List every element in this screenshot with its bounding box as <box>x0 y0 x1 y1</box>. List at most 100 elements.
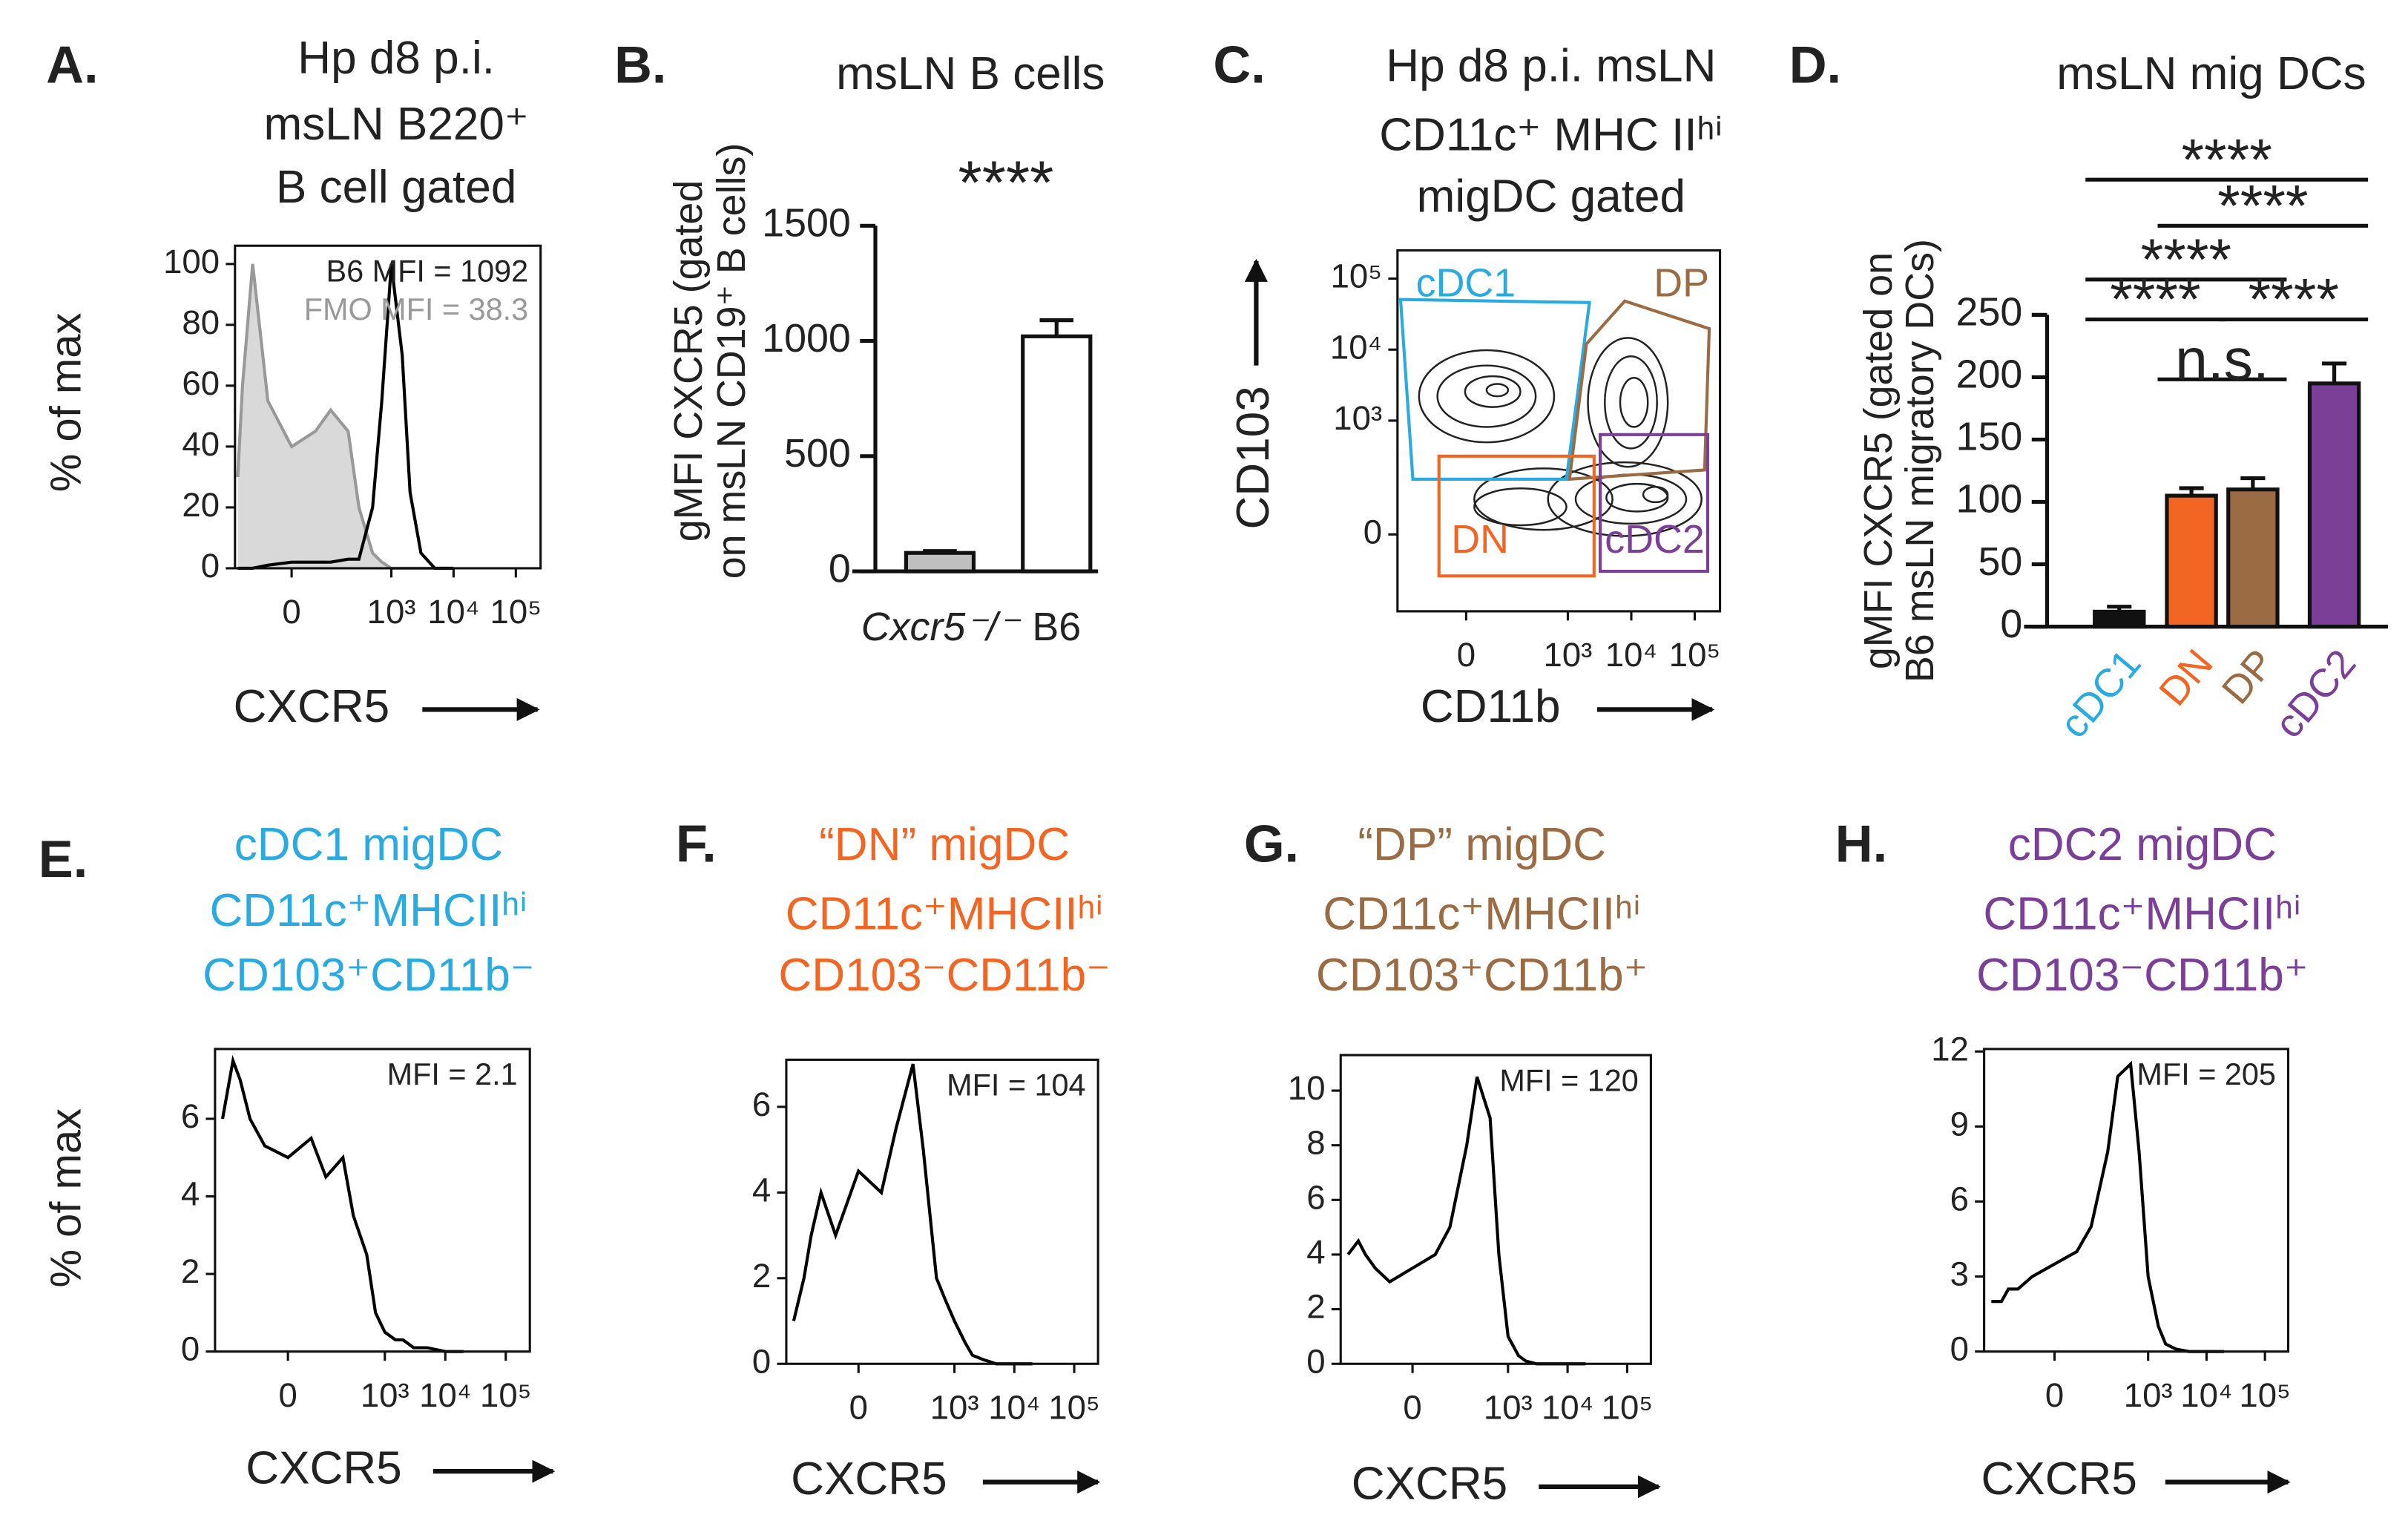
significance: **** <box>958 148 1054 217</box>
plot-frame <box>785 1058 1099 1365</box>
y-tick-label: 4 <box>1306 1233 1325 1271</box>
x-axis-label: CXCR5 <box>1981 1453 2136 1505</box>
y-tick-label: 40 <box>182 425 220 463</box>
mfi-annotation: MFI = 2.1 <box>387 1057 518 1091</box>
y-tick-label: 9 <box>1950 1105 1969 1143</box>
x-tick-label: Cxcr5⁻/⁻ <box>861 605 1022 649</box>
panel-title: msLN B cells <box>836 48 1105 99</box>
y-tick-label: 0 <box>1306 1342 1325 1380</box>
panel-label: F. <box>676 814 717 872</box>
y-tick-label: 6 <box>1306 1178 1325 1216</box>
panel-label: A. <box>46 36 98 94</box>
panel-title: msLN B220⁺ <box>264 99 529 150</box>
histogram-line <box>792 1063 1033 1366</box>
x-tick-label: 10⁵ <box>1048 1388 1100 1426</box>
histogram-line <box>237 263 454 571</box>
panel-title: CD11c⁺MHCIIʰⁱ <box>1323 888 1641 939</box>
gate <box>1398 298 1591 481</box>
x-tick-label: DP <box>2214 641 2283 712</box>
y-tick-label: 50 <box>1978 539 2023 584</box>
gate <box>1599 433 1710 574</box>
x-tick-label: B6 <box>1032 605 1081 649</box>
y-tick-label: 80 <box>182 303 220 341</box>
gate-label: DN <box>1451 517 1509 562</box>
panel-title: CD11c⁺MHCIIʰⁱ <box>786 888 1104 939</box>
gate <box>1567 299 1711 482</box>
gate-label: cDC1 <box>1416 260 1516 305</box>
panel-title: Hp d8 p.i. msLN <box>1386 41 1716 92</box>
y-tick-label: 3 <box>1950 1255 1969 1293</box>
x-axis-label: CXCR5 <box>234 681 389 732</box>
significance: **** <box>2181 127 2272 192</box>
y-tick-label: 10⁴ <box>1330 328 1382 366</box>
y-tick-label: 0 <box>752 1342 771 1380</box>
y-tick-label: 1000 <box>762 316 851 361</box>
x-axis-label: CXCR5 <box>791 1453 947 1505</box>
bar <box>2093 609 2146 629</box>
y-tick-label: 150 <box>1956 415 2023 459</box>
gate-label: cDC2 <box>1605 517 1705 562</box>
panel-title: cDC2 migDC <box>2008 819 2277 870</box>
panel-label: D. <box>1789 36 1841 94</box>
y-tick-label: 100 <box>163 243 220 280</box>
mfi-annotation: FMO MFI = 38.3 <box>304 292 528 326</box>
panel-title: migDC gated <box>1417 171 1685 223</box>
x-tick-label: 10³ <box>361 1376 409 1414</box>
x-tick-label: 10⁴ <box>427 593 479 631</box>
x-tick-label: 10⁵ <box>480 1376 532 1414</box>
y-tick-label: 1500 <box>762 201 851 246</box>
plot-frame <box>1339 1054 1652 1365</box>
x-tick-label: 10⁴ <box>419 1376 471 1414</box>
y-tick-label: 0 <box>201 547 220 585</box>
panel-title: “DP” migDC <box>1358 819 1606 870</box>
y-tick-label: 4 <box>181 1175 200 1213</box>
x-tick-label: 0 <box>2045 1376 2064 1414</box>
panel-label: H. <box>1835 814 1887 872</box>
panel-title: CD103⁺CD11b⁻ <box>203 950 535 1001</box>
y-tick-label: 2 <box>1306 1288 1325 1326</box>
plot-frame <box>214 1048 531 1353</box>
y-tick-label: 6 <box>752 1085 771 1123</box>
plot-frame <box>1396 249 1722 613</box>
significance: n.s. <box>2175 326 2269 392</box>
mfi-annotation: MFI = 120 <box>1499 1063 1639 1097</box>
x-tick-label: 0 <box>278 1376 297 1414</box>
mfi-annotation: MFI = 205 <box>2136 1057 2276 1091</box>
histogram-fill <box>237 263 454 568</box>
x-tick-label: 10³ <box>2124 1376 2173 1414</box>
panel-title: “DN” migDC <box>819 819 1070 870</box>
y-tick-label: 12 <box>1931 1030 1969 1068</box>
y-tick-label: 20 <box>182 486 220 524</box>
y-axis-label: B6 msLN migratory DCs) <box>1898 239 1942 683</box>
panel-title: Hp d8 p.i. <box>297 33 495 84</box>
histogram-line <box>1346 1076 1586 1366</box>
y-tick-label: 500 <box>784 431 851 476</box>
y-tick-label: 4 <box>752 1171 771 1209</box>
y-axis-label: % of max <box>43 1108 91 1288</box>
y-tick-label: 0 <box>1950 1330 1969 1368</box>
x-tick-label: 10⁵ <box>2239 1376 2291 1414</box>
y-tick-label: 10⁵ <box>1331 257 1383 295</box>
y-axis-label: on msLN CD19⁺ B cells) <box>709 143 754 579</box>
bar <box>2307 381 2361 629</box>
y-tick-label: 200 <box>1956 352 2023 397</box>
x-axis-label: CXCR5 <box>1352 1458 1507 1509</box>
bar <box>2165 493 2218 629</box>
panel-label: E. <box>39 829 88 888</box>
y-tick-label: 100 <box>1956 477 2023 522</box>
gate <box>1437 454 1596 578</box>
contour-decoration <box>1418 337 1703 537</box>
y-tick-label: 0 <box>1363 513 1382 551</box>
panel-title: B cell gated <box>276 162 516 213</box>
panel-label: G. <box>1244 814 1299 872</box>
y-tick-label: 250 <box>1956 290 2023 335</box>
significance: **** <box>2110 267 2200 332</box>
x-tick-label: 10⁴ <box>1542 1388 1593 1426</box>
bar <box>2226 487 2280 629</box>
x-tick-label: 10⁴ <box>2180 1376 2232 1414</box>
histogram-line <box>220 1054 464 1353</box>
y-tick-label: 8 <box>1306 1124 1325 1162</box>
x-tick-label: 10⁵ <box>1669 636 1721 674</box>
y-axis-label: % of max <box>43 313 91 493</box>
x-tick-label: 0 <box>282 593 300 631</box>
